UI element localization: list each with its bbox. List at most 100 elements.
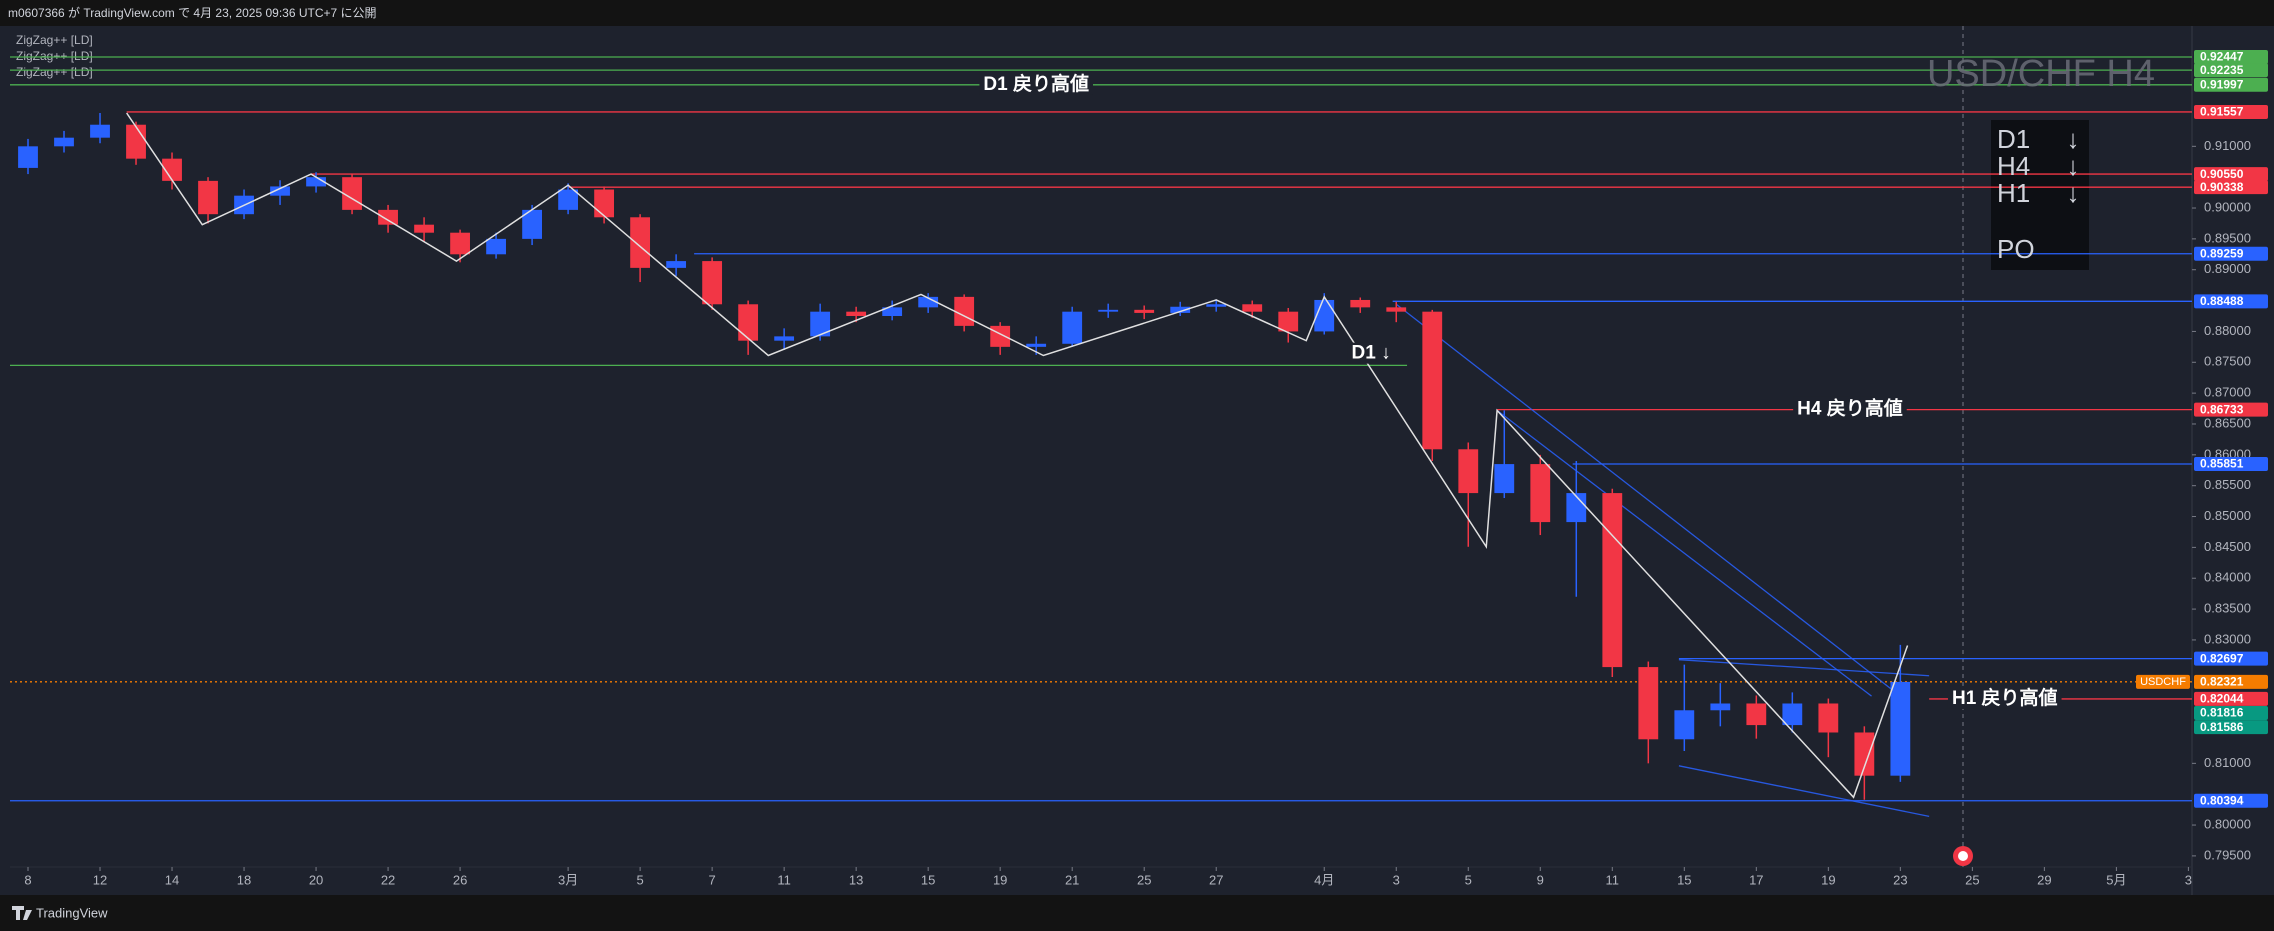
candle-body <box>198 180 218 215</box>
x-tick-label: 21 <box>1065 872 1079 887</box>
trendline <box>1395 303 1901 697</box>
trend-dir: ↓ <box>2067 124 2080 154</box>
x-tick-label: 26 <box>453 872 467 887</box>
candle-body <box>1746 703 1767 726</box>
indicator-label: ZigZag++ [LD] <box>16 65 93 79</box>
candle-body <box>1350 299 1371 308</box>
price-label-box <box>2194 705 2268 720</box>
annotation-bg <box>1793 396 1907 420</box>
price-label: 0.80394 <box>2200 793 2244 807</box>
y-tick-label: 0.84000 <box>2204 570 2251 585</box>
candle-body <box>162 158 182 181</box>
y-tick-label: 0.89500 <box>2204 230 2251 245</box>
y-tick-label: 0.80000 <box>2204 816 2251 831</box>
candle-body <box>774 336 795 341</box>
candle-body <box>1638 667 1659 740</box>
x-tick-label: 19 <box>1821 872 1835 887</box>
price-label: 0.88488 <box>2200 294 2244 308</box>
price-label: 0.81586 <box>2200 720 2244 734</box>
annotation-bg <box>1347 342 1395 364</box>
candle-body <box>990 325 1011 347</box>
candle-body <box>1278 311 1299 332</box>
price-label: 0.82321 <box>2200 675 2244 689</box>
y-tick-label: 0.84500 <box>2204 539 2251 554</box>
x-tick-label: 15 <box>1677 872 1691 887</box>
price-label: 0.92447 <box>2200 50 2244 64</box>
price-label-box <box>2194 77 2268 92</box>
candle-body <box>1422 311 1443 450</box>
x-tick-label: 5 <box>636 872 643 887</box>
watermark: USD/CHF H4 <box>1927 53 2155 95</box>
x-tick-label: 25 <box>1965 872 1979 887</box>
candle-body <box>594 189 615 218</box>
price-label-box <box>2194 180 2268 195</box>
trend-table-box <box>1991 120 2089 270</box>
price-label: 0.82044 <box>2200 692 2244 706</box>
trendline <box>1678 765 1930 818</box>
annotation: H1 戻り高値 <box>1952 686 2058 709</box>
candle-body <box>1566 493 1587 523</box>
x-tick-label: 9 <box>1537 872 1544 887</box>
y-tick-label: 0.81000 <box>2204 755 2251 770</box>
symbol-tag-box <box>2136 674 2190 689</box>
candle-body <box>486 238 506 255</box>
candle-body <box>1134 309 1155 313</box>
candle-body <box>1494 464 1515 494</box>
price-label-box <box>2194 457 2268 472</box>
price-label-box <box>2194 167 2268 182</box>
annotation-bg <box>1947 685 2062 709</box>
price-label: 0.91557 <box>2200 105 2244 119</box>
candle-body <box>522 209 542 239</box>
price-label-box <box>2194 294 2268 309</box>
x-tick-label: 19 <box>993 872 1007 887</box>
candle-body <box>918 296 939 308</box>
y-tick-label: 0.87500 <box>2204 354 2251 369</box>
trend-tf: H4 <box>1997 151 2030 181</box>
indicator-label: ZigZag++ [LD] <box>16 49 93 63</box>
candle-body <box>738 304 759 341</box>
x-tick-label: 3月 <box>558 872 578 887</box>
candle-body <box>846 311 867 316</box>
y-tick-label: 0.90000 <box>2204 199 2251 214</box>
price-label-box <box>2194 651 2268 666</box>
x-tick-label: 5月 <box>2106 872 2126 887</box>
price-label: 0.85851 <box>2200 457 2244 471</box>
x-tick-label: 15 <box>921 872 935 887</box>
candle-body <box>1206 304 1227 307</box>
candle-body <box>306 177 326 187</box>
y-tick-label: 0.83000 <box>2204 631 2251 646</box>
header-bar <box>0 0 2274 26</box>
trend-dir: ↓ <box>2067 151 2080 181</box>
candle-body <box>1818 703 1839 733</box>
annotation-bg <box>979 71 1093 95</box>
y-tick-label: 0.88000 <box>2204 323 2251 338</box>
x-tick-label: 5 <box>1465 872 1472 887</box>
brand-logo <box>12 906 32 920</box>
footer-bar <box>0 895 2274 931</box>
candle-body <box>1854 732 1875 776</box>
candle-body <box>1530 464 1551 523</box>
candle-body <box>1026 343 1047 347</box>
candle-body <box>1710 703 1731 711</box>
x-tick-label: 20 <box>309 872 323 887</box>
y-tick-label: 0.89000 <box>2204 261 2251 276</box>
x-tick-label: 29 <box>2037 872 2051 887</box>
y-tick-label: 0.83500 <box>2204 601 2251 616</box>
candle-body <box>270 186 290 196</box>
candle-body <box>558 189 579 210</box>
candle-body <box>1386 307 1407 312</box>
candle-body <box>1170 306 1191 313</box>
candle-body <box>1062 311 1083 344</box>
candle-body <box>414 224 434 233</box>
y-tick-label: 0.85500 <box>2204 477 2251 492</box>
price-label: 0.82697 <box>2200 651 2244 665</box>
price-label-box <box>2194 720 2268 735</box>
price-label: 0.90550 <box>2200 167 2244 181</box>
x-tick-label: 7 <box>709 872 716 887</box>
price-label-box <box>2194 402 2268 417</box>
candle-body <box>666 261 687 268</box>
candle-body <box>702 261 723 305</box>
candle-body <box>1602 493 1623 668</box>
x-tick-label: 23 <box>1893 872 1907 887</box>
